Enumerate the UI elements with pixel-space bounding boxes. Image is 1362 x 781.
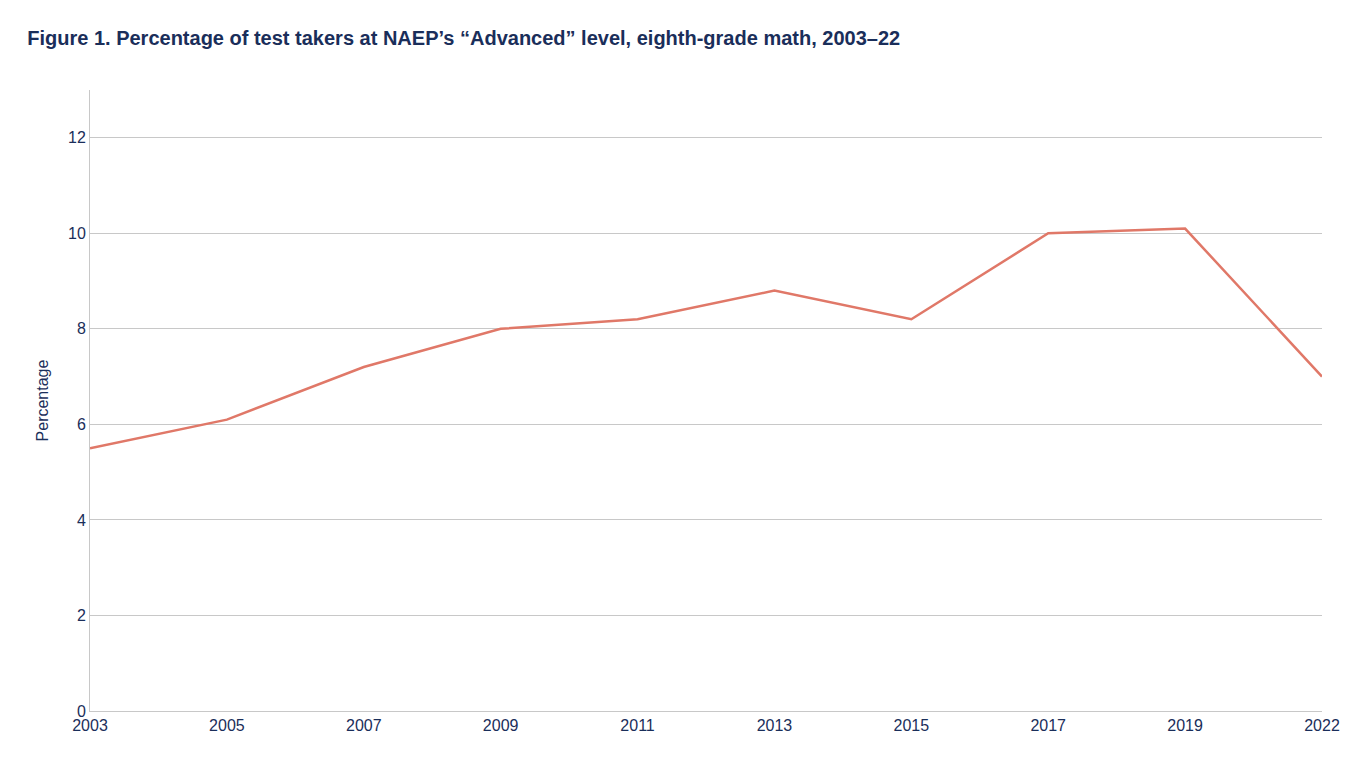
svg-text:2007: 2007 <box>346 717 382 734</box>
svg-text:8: 8 <box>77 320 86 337</box>
svg-text:2003: 2003 <box>72 717 108 734</box>
svg-text:2013: 2013 <box>757 717 793 734</box>
svg-text:2019: 2019 <box>1167 717 1203 734</box>
svg-text:2: 2 <box>77 607 86 624</box>
svg-text:0: 0 <box>77 703 86 720</box>
svg-text:Percentage: Percentage <box>34 359 51 441</box>
svg-text:2011: 2011 <box>620 717 655 734</box>
svg-text:6: 6 <box>77 416 86 433</box>
svg-text:4: 4 <box>77 512 86 529</box>
svg-text:10: 10 <box>68 225 86 242</box>
svg-text:2009: 2009 <box>483 717 519 734</box>
svg-text:2015: 2015 <box>894 717 930 734</box>
svg-text:Figure 1. Percentage of test t: Figure 1. Percentage of test takers at N… <box>27 27 900 49</box>
svg-text:2022: 2022 <box>1304 717 1340 734</box>
svg-text:2017: 2017 <box>1030 717 1066 734</box>
svg-text:12: 12 <box>68 129 86 146</box>
svg-text:2005: 2005 <box>209 717 245 734</box>
